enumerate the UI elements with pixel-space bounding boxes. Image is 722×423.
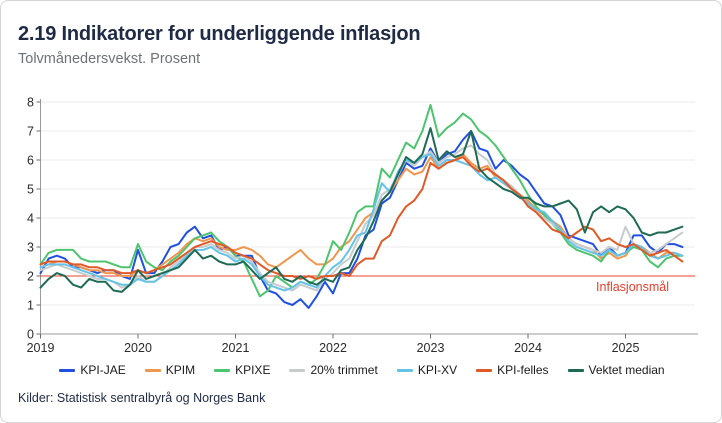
legend-swatch	[396, 368, 413, 372]
inflation-target-label: Inflasjonsmål	[596, 280, 669, 294]
legend-swatch	[214, 368, 231, 372]
legend-item-kpi-felles: KPI-felles	[476, 363, 549, 377]
chart-subtitle: Tolvmånedersvekst. Prosent	[18, 51, 201, 67]
legend-swatch	[567, 368, 584, 372]
legend-label: 20% trimmet	[310, 363, 378, 377]
chart-legend: KPI-JAE KPIM KPIXE 20% trimmet KPI-XV KPI-fel…	[1, 363, 721, 377]
legend-item-kpim: KPIM	[144, 363, 196, 377]
y-tick-label: 4	[27, 212, 34, 226]
y-tick-label: 3	[27, 241, 34, 255]
y-tick-label: 5	[27, 183, 34, 197]
legend-swatch	[59, 368, 76, 372]
legend-label: KPI-XV	[417, 363, 458, 377]
legend-item-kpi-xv: KPI-XV	[396, 363, 458, 377]
series-line-kpixe	[39, 103, 684, 298]
legend-label: KPIXE	[235, 363, 271, 377]
y-tick-label: 1	[27, 299, 34, 313]
legend-item-20-trimmet: 20% trimmet	[289, 363, 378, 377]
y-tick-label: 7	[27, 125, 34, 139]
y-tick-label: 0	[27, 328, 34, 342]
x-tick-label: 2025	[612, 341, 640, 355]
series-line-vektet-median	[39, 127, 684, 293]
legend-swatch	[476, 368, 493, 372]
y-tick-label: 6	[27, 154, 34, 168]
chart-title: 2.19 Indikatorer for underliggende infla…	[18, 23, 421, 45]
x-tick-label: 2021	[222, 341, 250, 355]
legend-item-kpi-jae: KPI-JAE	[59, 363, 126, 377]
y-tick-label: 2	[27, 270, 34, 284]
x-tick-label: 2024	[514, 341, 542, 355]
x-tick-label: 2020	[124, 341, 152, 355]
series-line-kpi-felles	[39, 156, 684, 280]
legend-item-kpixe: KPIXE	[214, 363, 270, 377]
legend-swatch	[289, 368, 306, 372]
legend-label: Vektet median	[588, 363, 665, 377]
legend-label: KPI-JAE	[80, 363, 126, 377]
legend-item-vektet-median: Vektet median	[567, 363, 665, 377]
x-tick-label: 2023	[417, 341, 445, 355]
legend-label: KPIM	[165, 363, 196, 377]
legend-label: KPI-felles	[497, 363, 549, 377]
series-line-kpi-jae	[39, 130, 684, 309]
legend-swatch	[144, 368, 161, 372]
series-line-kpi-xv	[39, 153, 684, 292]
x-tick-label: 2019	[27, 341, 55, 355]
source-note: Kilder: Statistisk sentralbyrå og Norges…	[18, 391, 266, 405]
x-tick-label: 2022	[319, 341, 347, 355]
y-tick-label: 8	[27, 96, 34, 110]
